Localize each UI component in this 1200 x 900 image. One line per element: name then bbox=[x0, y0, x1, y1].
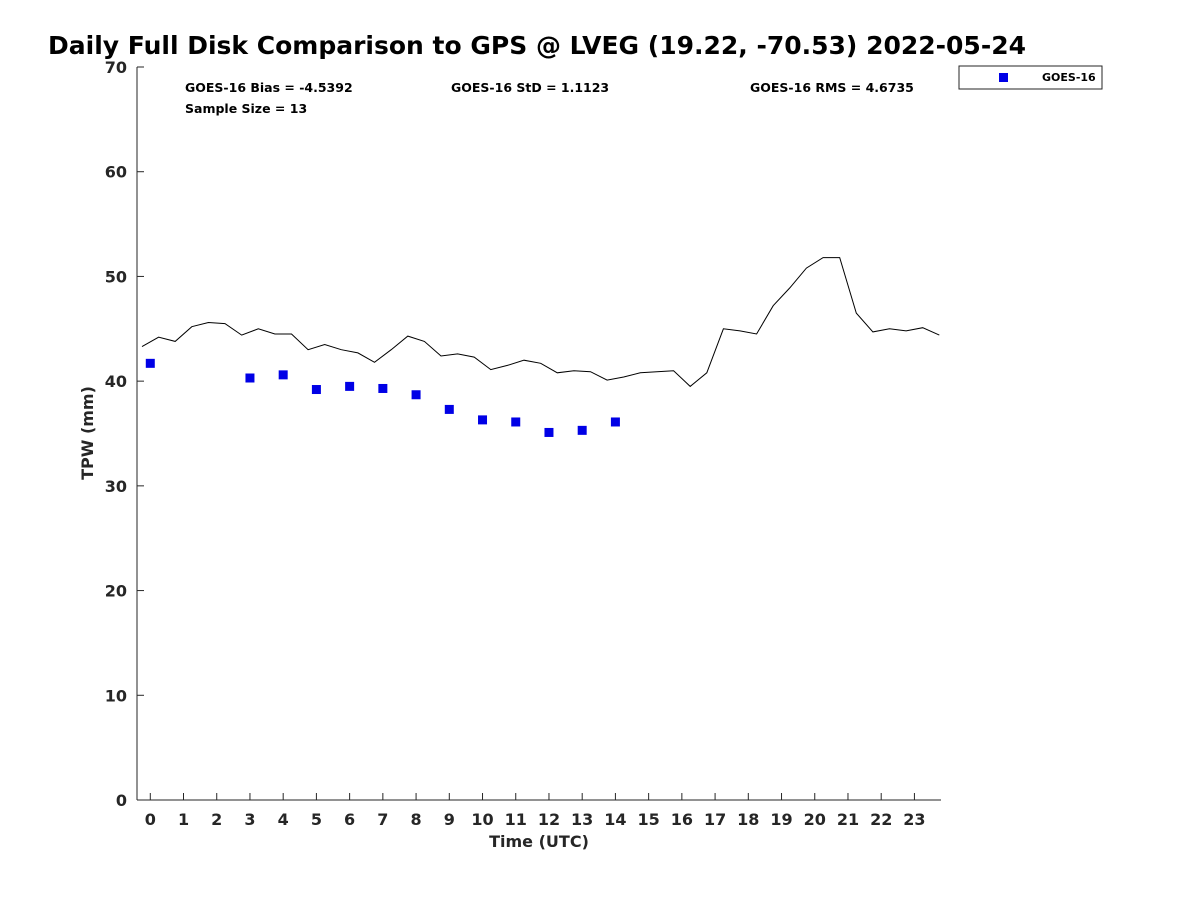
sample-size-stat: Sample Size = 13 bbox=[185, 101, 307, 116]
y-axis-label: TPW (mm) bbox=[78, 386, 97, 480]
goes16-point bbox=[278, 370, 288, 380]
x-tick-label: 17 bbox=[704, 810, 726, 829]
x-tick-label: 4 bbox=[278, 810, 289, 829]
goes16-point bbox=[378, 383, 388, 393]
goes16-point bbox=[145, 358, 155, 368]
x-tick-label: 6 bbox=[344, 810, 355, 829]
x-tick-label: 8 bbox=[411, 810, 422, 829]
x-tick-label: 11 bbox=[505, 810, 527, 829]
y-tick-label: 70 bbox=[105, 58, 127, 77]
x-tick-label: 5 bbox=[311, 810, 322, 829]
x-tick-label: 2 bbox=[211, 810, 222, 829]
goes16-point bbox=[444, 404, 454, 414]
rms-stat: GOES-16 RMS = 4.6735 bbox=[750, 80, 914, 95]
x-tick-label: 12 bbox=[538, 810, 560, 829]
x-tick-label: 16 bbox=[671, 810, 693, 829]
y-tick-label: 60 bbox=[105, 163, 127, 182]
goes16-point bbox=[411, 390, 421, 400]
x-tick-label: 0 bbox=[145, 810, 156, 829]
goes16-point bbox=[544, 427, 554, 437]
y-tick-label: 40 bbox=[105, 372, 127, 391]
goes16-point bbox=[610, 417, 620, 427]
y-tick-label: 0 bbox=[116, 791, 127, 810]
y-tick-label: 20 bbox=[105, 582, 127, 601]
goes16-point bbox=[511, 417, 521, 427]
goes16-point bbox=[577, 425, 587, 435]
x-tick-label: 22 bbox=[870, 810, 892, 829]
x-tick-label: 7 bbox=[377, 810, 388, 829]
goes16-point bbox=[345, 381, 355, 391]
goes16-point bbox=[311, 385, 321, 395]
std-stat: GOES-16 StD = 1.1123 bbox=[451, 80, 609, 95]
y-tick-label: 10 bbox=[105, 686, 127, 705]
gps-tpw-line bbox=[141, 257, 940, 388]
y-axis-ticks: 0 10 20 30 40 50 60 70 bbox=[105, 58, 144, 810]
bias-stat: GOES-16 Bias = -4.5392 bbox=[185, 80, 353, 95]
x-tick-label: 9 bbox=[444, 810, 455, 829]
x-tick-label: 13 bbox=[571, 810, 593, 829]
x-tick-label: 3 bbox=[244, 810, 255, 829]
x-tick-label: 20 bbox=[804, 810, 826, 829]
x-tick-label: 23 bbox=[903, 810, 925, 829]
y-tick-label: 50 bbox=[105, 267, 127, 286]
goes16-points bbox=[145, 358, 620, 437]
x-tick-label: 1 bbox=[178, 810, 189, 829]
legend-marker-goes16 bbox=[999, 73, 1008, 82]
x-tick-label: 15 bbox=[638, 810, 660, 829]
y-tick-label: 30 bbox=[105, 477, 127, 496]
legend-label-goes16: GOES-16 bbox=[1042, 71, 1096, 84]
x-tick-label: 21 bbox=[837, 810, 859, 829]
x-tick-label: 18 bbox=[737, 810, 759, 829]
goes16-point bbox=[245, 373, 255, 383]
x-tick-label: 10 bbox=[471, 810, 493, 829]
goes16-point bbox=[478, 415, 488, 425]
legend-box bbox=[958, 65, 1103, 90]
legend: GOES-16 bbox=[958, 65, 1103, 90]
x-tick-label: 19 bbox=[770, 810, 792, 829]
x-tick-label: 14 bbox=[604, 810, 626, 829]
x-axis-label: Time (UTC) bbox=[489, 832, 589, 851]
x-axis-ticks: 0 1 2 3 4 5 6 7 8 9 10 11 12 13 14 15 16 17 18 19 20 21 22 23 bbox=[145, 793, 926, 829]
chart-title: Daily Full Disk Comparison to GPS @ LVEG… bbox=[48, 31, 1026, 60]
